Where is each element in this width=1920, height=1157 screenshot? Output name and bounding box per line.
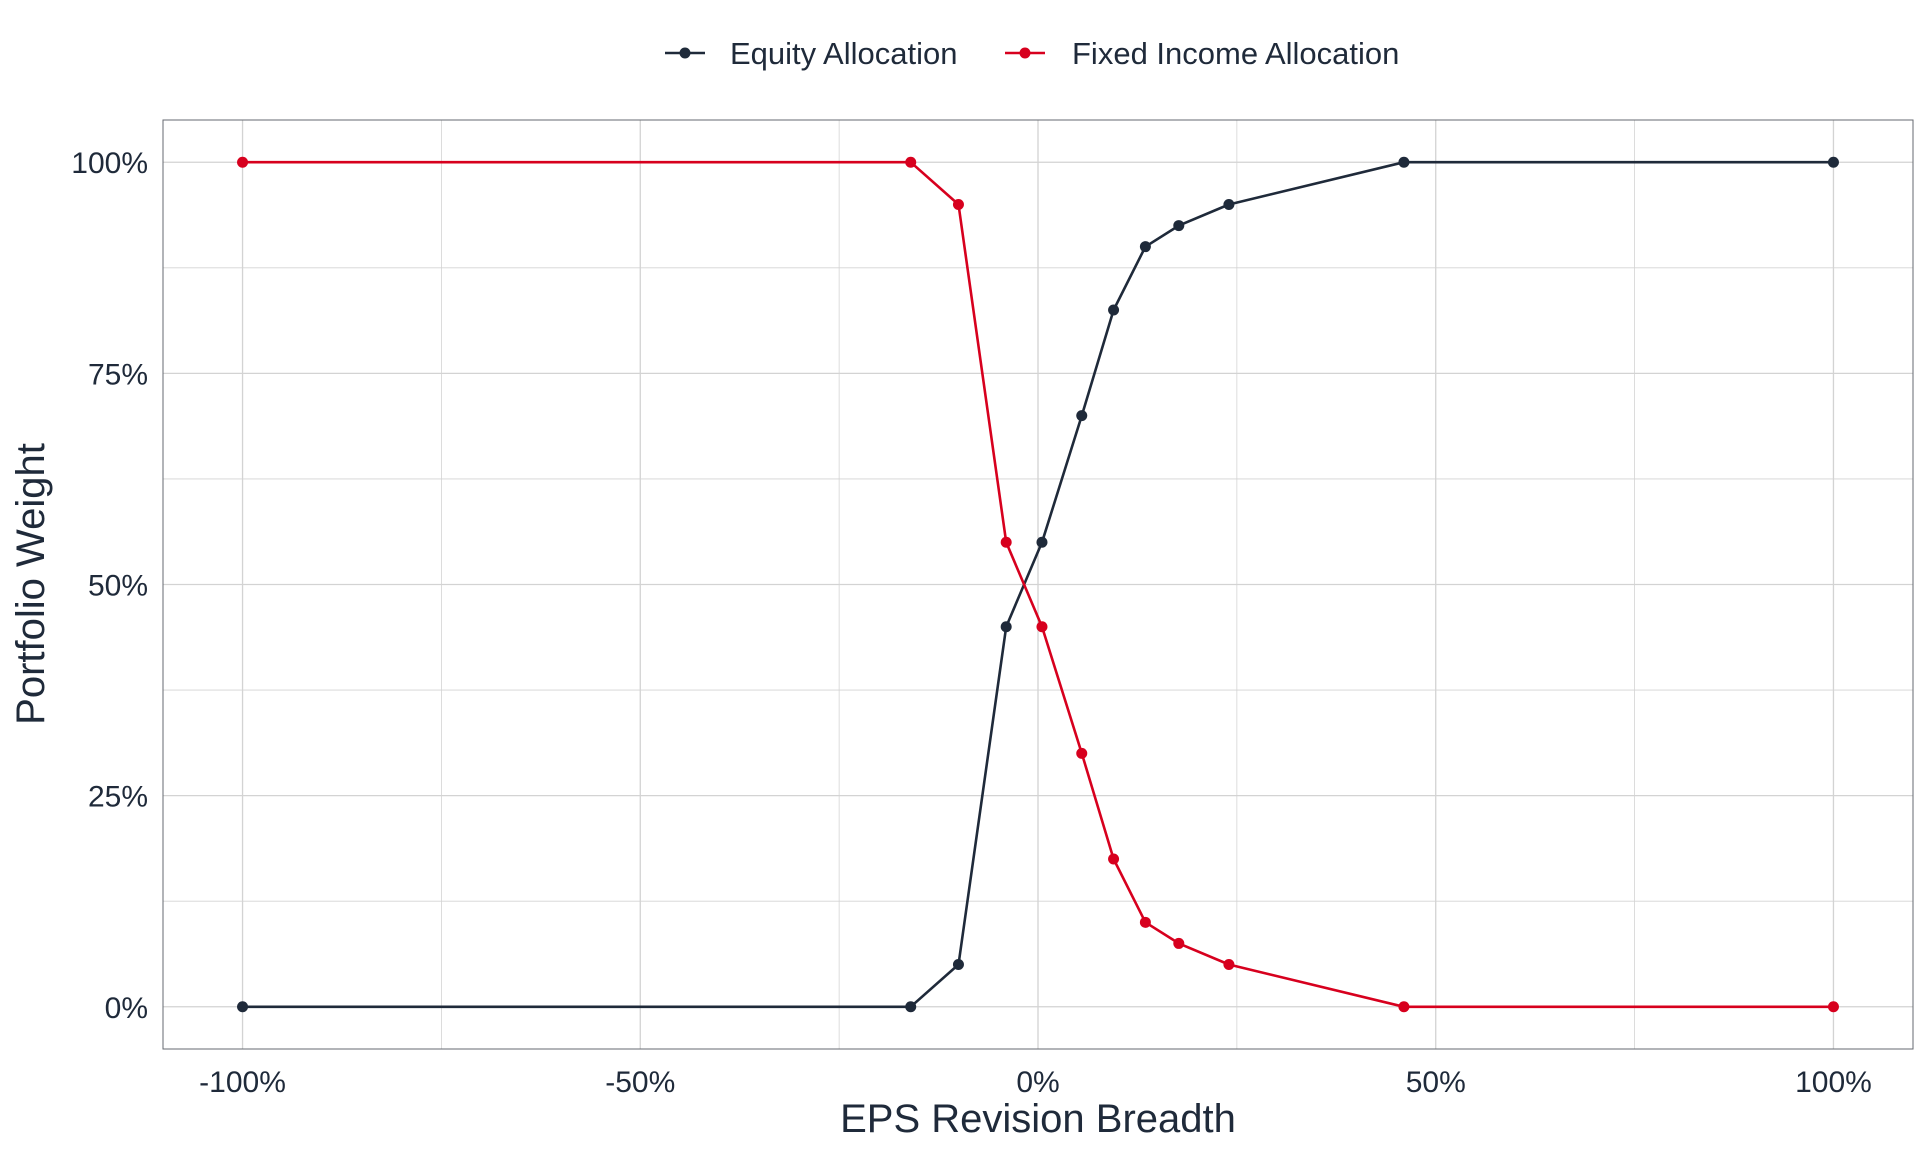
plot-border <box>162 119 1914 1050</box>
data-point <box>905 156 917 168</box>
x-tick-label: 100% <box>1795 1066 1872 1099</box>
legend-label: Fixed Income Allocation <box>1072 36 1399 71</box>
data-point <box>1076 410 1088 422</box>
series-line <box>242 160 1834 1009</box>
legend-item: Fixed Income Allocation <box>1005 36 1399 71</box>
y-tick-label: 0% <box>105 992 148 1025</box>
series-equity-allocation <box>237 156 1839 1013</box>
y-axis-title: Portfolio Weight <box>9 443 53 725</box>
data-point <box>1108 304 1120 316</box>
data-point <box>952 198 964 210</box>
data-point <box>952 959 964 971</box>
data-point <box>1108 853 1120 865</box>
x-tick-label: 50% <box>1406 1066 1466 1099</box>
data-point <box>1036 621 1048 633</box>
data-point <box>237 156 249 168</box>
y-tick-label: 25% <box>88 781 148 814</box>
data-point <box>1173 937 1185 949</box>
data-point <box>1827 156 1839 168</box>
data-point <box>1036 536 1048 548</box>
y-tick-label: 100% <box>71 147 148 180</box>
series-line <box>242 160 1834 1009</box>
legend: Equity Allocation Fixed Income Allocation <box>665 36 1399 71</box>
x-tick-label: 0% <box>1016 1066 1059 1099</box>
legend-item: Equity Allocation <box>665 36 957 71</box>
data-point <box>237 1001 249 1013</box>
tick-labels: -100% -50% 0% 50% 100% 0% 25% 50% 75% 100% <box>71 147 1872 1099</box>
legend-marker <box>1019 47 1031 59</box>
data-point <box>1223 959 1235 971</box>
data-point <box>1000 536 1012 548</box>
grid-layer <box>163 120 1913 1049</box>
data-point <box>1223 198 1235 210</box>
data-point <box>1076 747 1088 759</box>
y-tick-label: 75% <box>88 358 148 391</box>
data-point <box>1173 220 1185 232</box>
legend-label: Equity Allocation <box>730 36 957 71</box>
data-point <box>1398 1001 1410 1013</box>
data-point <box>1139 241 1151 253</box>
data-point <box>905 1001 917 1013</box>
data-point <box>1000 621 1012 633</box>
series-fixed-income-allocation <box>237 156 1839 1013</box>
x-tick-label: -100% <box>199 1066 286 1099</box>
y-tick-label: 50% <box>88 570 148 603</box>
data-point <box>1398 156 1410 168</box>
legend-marker <box>679 47 691 59</box>
data-point <box>1827 1001 1839 1013</box>
series-layer <box>237 156 1839 1013</box>
x-tick-label: -50% <box>605 1066 675 1099</box>
data-point <box>1139 916 1151 928</box>
x-axis-title: EPS Revision Breadth <box>840 1097 1236 1141</box>
